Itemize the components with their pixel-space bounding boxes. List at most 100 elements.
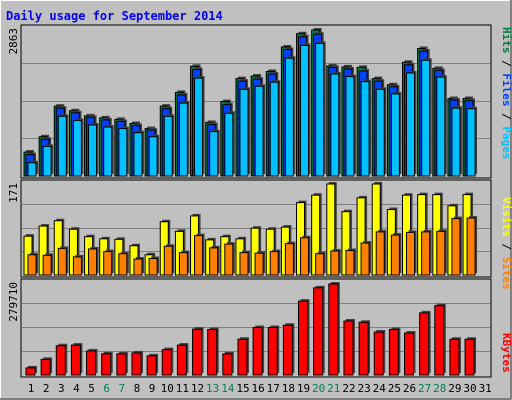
x-tick-label-day-30: 30 [463,382,476,395]
bar-sites-day-14 [224,243,234,276]
x-tick-label-day-2: 2 [43,382,50,395]
svg-text:Hits / Files / Pages: Hits / Files / Pages [500,27,512,160]
y-max-label-hits: 2863 [7,28,20,55]
bar-sites-day-4 [72,256,82,276]
bar-sites-day-9 [148,258,158,276]
x-tick-label-day-16: 16 [251,382,264,395]
bar-kbytes-day-29 [449,338,460,376]
bar-kbytes-day-25 [388,328,399,376]
bar-kbytes-day-4 [70,344,81,376]
bar-sites-day-16 [254,252,264,276]
x-tick-label-day-15: 15 [236,382,249,395]
bar-pages-day-18 [284,57,294,177]
legend-kbytes: KBytes [500,333,512,373]
x-tick-label-day-18: 18 [282,382,295,395]
bar-sites-day-28 [436,230,446,276]
bar-kbytes-day-9 [146,355,157,376]
bar-sites-day-17 [269,251,279,276]
x-tick-label-day-26: 26 [403,382,416,395]
bar-kbytes-day-1 [25,367,36,376]
bar-kbytes-day-19 [298,300,309,376]
bar-sites-day-25 [390,234,400,276]
bar-kbytes-day-11 [176,344,187,376]
x-tick-label-day-13: 13 [206,382,219,395]
bar-sites-day-8 [133,258,143,276]
bar-sites-day-10 [163,245,173,276]
bar-sites-day-3 [57,247,67,276]
bar-kbytes-day-6 [101,353,112,376]
x-tick-label-day-31: 31 [479,382,492,395]
bar-pages-day-21 [330,73,340,177]
bar-sites-day-23 [360,242,370,276]
legend-pages: Pages [500,126,512,159]
bar-sites-day-5 [88,248,98,276]
bar-sites-day-11 [178,252,188,276]
bar-sites-day-1 [27,254,37,276]
bar-pages-day-11 [178,102,188,177]
bar-pages-day-16 [254,85,264,177]
bar-sites-day-19 [300,237,310,276]
x-tick-label-day-5: 5 [88,382,95,395]
bar-kbytes-day-13 [207,328,218,376]
bar-pages-day-27 [421,59,431,177]
bar-kbytes-day-8 [131,352,142,376]
y-max-label-kbytes: 279710 [7,282,20,322]
bar-pages-day-7 [118,128,128,177]
legend-hits: Hits [500,27,512,54]
bar-pages-day-22 [345,76,355,177]
svg-text:Visits / Sites: Visits / Sites [500,197,512,290]
bar-sites-day-18 [284,243,294,276]
chart-title: Daily usage for September 2014 [6,9,223,23]
bar-kbytes-day-17 [267,327,278,376]
x-tick-label-day-1: 1 [28,382,35,395]
bar-kbytes-day-10 [161,349,172,376]
bar-kbytes-day-5 [86,350,97,376]
x-tick-label-day-25: 25 [388,382,401,395]
bar-kbytes-day-2 [40,358,51,376]
bar-sites-day-15 [239,252,249,276]
bar-kbytes-day-18 [282,324,293,376]
bar-pages-day-17 [269,81,279,177]
y-max-label-visits: 171 [7,183,20,203]
bar-kbytes-day-27 [419,312,430,376]
bar-sites-day-12 [194,235,204,276]
bar-pages-day-25 [390,93,400,177]
bar-kbytes-day-20 [313,287,324,376]
bar-sites-day-13 [209,247,219,276]
x-tick-label-day-23: 23 [357,382,370,395]
bar-sites-day-7 [118,253,128,276]
bar-pages-day-6 [103,126,113,177]
x-tick-label-day-7: 7 [119,382,126,395]
bar-kbytes-day-16 [252,327,263,376]
bar-pages-day-15 [239,88,249,177]
bar-sites-day-26 [406,231,415,276]
x-tick-label-day-4: 4 [73,382,80,395]
bar-sites-day-30 [466,217,476,276]
bar-pages-day-13 [209,131,219,177]
x-tick-label-day-3: 3 [58,382,65,395]
x-tick-label-day-6: 6 [103,382,110,395]
bar-kbytes-day-21 [328,283,339,376]
x-tick-label-day-11: 11 [176,382,189,395]
bar-sites-day-27 [421,231,431,276]
x-tick-labels: 1 2 3 4 5 6 7 8 9 10 11 12 13 14 15 16 17 18 19 20 21 22 23 24 2… [28,382,492,395]
bar-pages-day-9 [148,136,158,177]
x-tick-label-day-10: 10 [161,382,174,395]
legend-visits: Visits [500,197,512,237]
bar-pages-day-24 [375,88,385,177]
bars [23,28,478,376]
bar-pages-day-28 [436,76,446,177]
legend-sites: Sites [500,257,512,290]
bar-kbytes-day-14 [222,353,233,376]
x-tick-label-day-17: 17 [267,382,280,395]
bar-kbytes-day-26 [404,332,414,376]
bar-pages-day-4 [72,119,82,177]
bar-pages-day-19 [300,44,310,177]
bar-pages-day-1 [27,162,37,177]
x-tick-label-day-12: 12 [191,382,204,395]
bar-pages-day-12 [194,77,204,177]
bar-pages-day-20 [315,42,325,177]
x-tick-label-day-14: 14 [221,382,235,395]
bar-kbytes-day-24 [373,331,384,376]
